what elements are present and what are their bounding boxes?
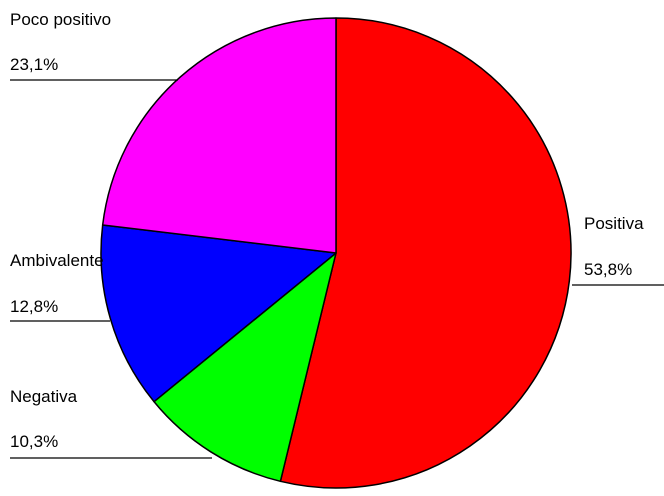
slice-percent-negativa: 10,3% [10,432,58,451]
pie-slice-negativa [153,252,337,483]
slice-name-ambivalente: Ambivalente [10,251,104,270]
slice-percent-poco-positivo: 23,1% [10,55,58,74]
slice-name-negativa: Negativa [10,387,78,406]
pie-slice-ambivalente [100,224,337,403]
pie-slice-poco-positivo [101,17,337,254]
slice-percent-positiva: 53,8% [584,260,632,279]
slice-name-positiva: Positiva [584,214,644,233]
slice-percent-ambivalente: 12,8% [10,297,58,316]
pie-slice-positiva [279,17,572,489]
slice-name-poco-positivo: Poco positivo [10,10,111,29]
pie-slices [100,17,572,489]
